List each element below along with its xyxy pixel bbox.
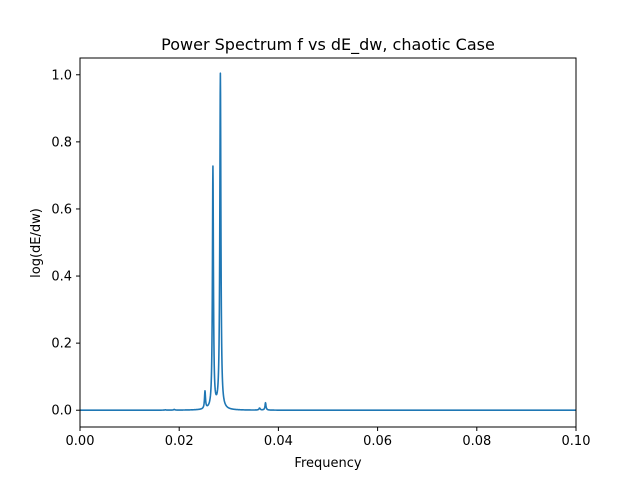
y-tick-label: 0.0 bbox=[51, 404, 72, 419]
axes-frame bbox=[79, 57, 577, 428]
x-axis-label: Frequency bbox=[294, 456, 361, 471]
chart-title: Power Spectrum f vs dE_dw, chaotic Case bbox=[161, 35, 495, 55]
x-tick-label: 0.06 bbox=[363, 434, 392, 449]
spectrum-line bbox=[79, 72, 577, 412]
plot-area bbox=[79, 72, 577, 412]
y-tick-label: 0.2 bbox=[51, 337, 72, 352]
y-tick-label: 0.8 bbox=[51, 135, 72, 150]
y-tick-label: 1.0 bbox=[51, 68, 72, 83]
x-tick-label: 0.00 bbox=[66, 434, 95, 449]
x-tick-label: 0.02 bbox=[165, 434, 194, 449]
y-tick-label: 0.4 bbox=[51, 270, 72, 285]
x-tick-label: 0.04 bbox=[264, 434, 293, 449]
y-axis: 0.0 0.2 0.4 0.6 0.8 1.0 bbox=[51, 68, 80, 419]
x-tick-label: 0.08 bbox=[462, 434, 491, 449]
x-tick-label: 0.10 bbox=[562, 434, 591, 449]
y-axis-label: log(dE/dw) bbox=[29, 208, 44, 278]
y-tick-label: 0.6 bbox=[51, 202, 72, 217]
x-axis: 0.00 0.02 0.04 0.06 0.08 0.10 bbox=[66, 427, 591, 449]
